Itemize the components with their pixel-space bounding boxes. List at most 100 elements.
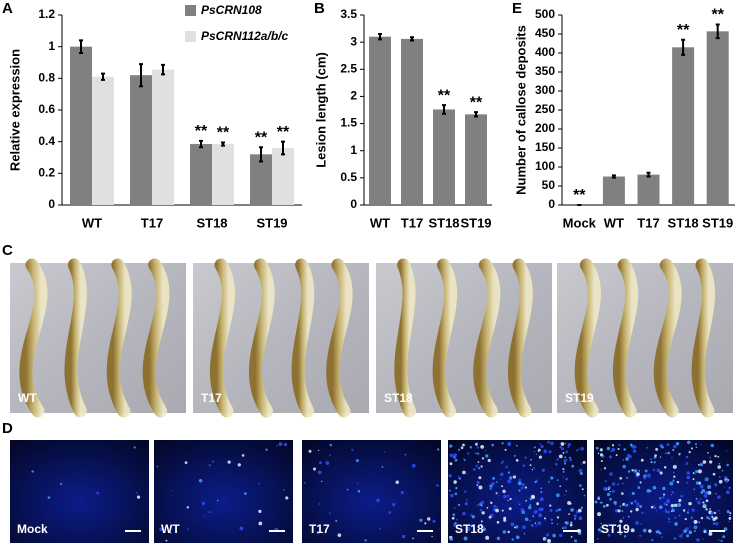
- speckle: [543, 449, 548, 454]
- speckle: [547, 539, 552, 543]
- x-tick-label: T17: [401, 215, 423, 230]
- speckle: [611, 447, 616, 452]
- speckle: [654, 507, 657, 509]
- speckle: [714, 454, 717, 458]
- speckle: [639, 534, 642, 538]
- speckle: [454, 492, 458, 496]
- speckle: [712, 517, 716, 522]
- speckle: [619, 505, 621, 507]
- y-tick-label: 2.5: [340, 61, 357, 75]
- speckle: [675, 441, 680, 446]
- speckle: [529, 497, 533, 501]
- speckle: [565, 490, 567, 492]
- y-tick-label: 0.8: [38, 71, 55, 85]
- legend-swatch: [185, 5, 196, 16]
- significance-mark: **: [277, 124, 290, 141]
- y-axis-label: Number of callose deposits: [513, 25, 528, 195]
- speckle: [689, 526, 691, 528]
- speckle: [462, 443, 465, 447]
- speckle: [483, 525, 485, 528]
- speckle: [652, 468, 656, 472]
- speckle: [580, 506, 584, 510]
- speckle: [636, 505, 638, 508]
- speckle: [655, 530, 659, 534]
- speckle: [697, 521, 699, 523]
- speckle: [717, 495, 721, 499]
- speckle: [692, 478, 695, 481]
- speckle: [729, 512, 732, 515]
- speckle: [659, 505, 663, 509]
- y-tick-label: 3: [350, 34, 357, 48]
- speckle: [521, 483, 525, 487]
- speckle: [565, 477, 569, 481]
- speckle: [614, 503, 617, 506]
- speckle: [480, 520, 483, 523]
- speckle: [616, 483, 620, 486]
- speckle: [555, 493, 560, 498]
- bar: [130, 75, 152, 206]
- x-tick-label: WT: [604, 215, 624, 230]
- speckle: [449, 537, 454, 541]
- speckle: [556, 516, 560, 519]
- y-tick-label: 400: [535, 45, 555, 59]
- speckle: [599, 453, 604, 457]
- speckle: [456, 518, 458, 521]
- speckle: [668, 520, 671, 523]
- speckle: [500, 472, 504, 477]
- speckle: [528, 505, 532, 510]
- speckle: [619, 519, 623, 523]
- speckle: [617, 447, 620, 451]
- speckle: [631, 491, 635, 496]
- speckle: [607, 523, 610, 527]
- y-tick-label: 0.6: [38, 102, 55, 116]
- speckle: [476, 441, 479, 444]
- bar: [250, 154, 272, 205]
- micrograph-label: T17: [309, 522, 330, 536]
- speckle: [495, 481, 498, 483]
- speckle: [707, 485, 712, 489]
- speckle: [478, 485, 483, 490]
- speckle: [475, 464, 478, 468]
- y-axis-label: Lesion length (cm): [313, 52, 328, 168]
- leaf-strip: [394, 258, 417, 418]
- speckle: [686, 440, 691, 445]
- speckle: [351, 448, 354, 451]
- speckle: [703, 530, 706, 533]
- speckle: [641, 511, 644, 514]
- speckle: [469, 445, 473, 449]
- speckle: [629, 510, 633, 513]
- speckle: [554, 462, 558, 466]
- speckle: [567, 501, 571, 505]
- speckle: [507, 494, 510, 498]
- speckle: [719, 512, 721, 515]
- speckle: [477, 461, 480, 464]
- speckle: [603, 467, 607, 470]
- speckle: [531, 495, 535, 499]
- y-tick-label: 2: [350, 89, 357, 103]
- speckle: [432, 519, 436, 523]
- speckle: [694, 443, 698, 446]
- speckle: [480, 500, 485, 505]
- speckle: [388, 511, 392, 514]
- speckle: [722, 535, 726, 539]
- speckle: [714, 492, 717, 495]
- y-tick-label: 0: [350, 197, 357, 211]
- speckle: [661, 536, 664, 539]
- leaf-strip: [653, 258, 682, 418]
- speckle: [524, 517, 529, 522]
- speckle: [564, 456, 567, 459]
- speckle: [717, 455, 720, 458]
- speckle: [606, 492, 611, 497]
- speckle: [614, 509, 619, 513]
- speckle: [576, 449, 578, 452]
- speckle: [581, 488, 584, 491]
- bar: [706, 31, 729, 206]
- speckle: [455, 486, 458, 490]
- speckle: [684, 517, 687, 521]
- speckle: [646, 446, 648, 449]
- speckle: [544, 519, 547, 521]
- speckle: [580, 446, 585, 451]
- speckle: [464, 490, 467, 493]
- speckle: [564, 442, 567, 445]
- speckle: [449, 489, 451, 492]
